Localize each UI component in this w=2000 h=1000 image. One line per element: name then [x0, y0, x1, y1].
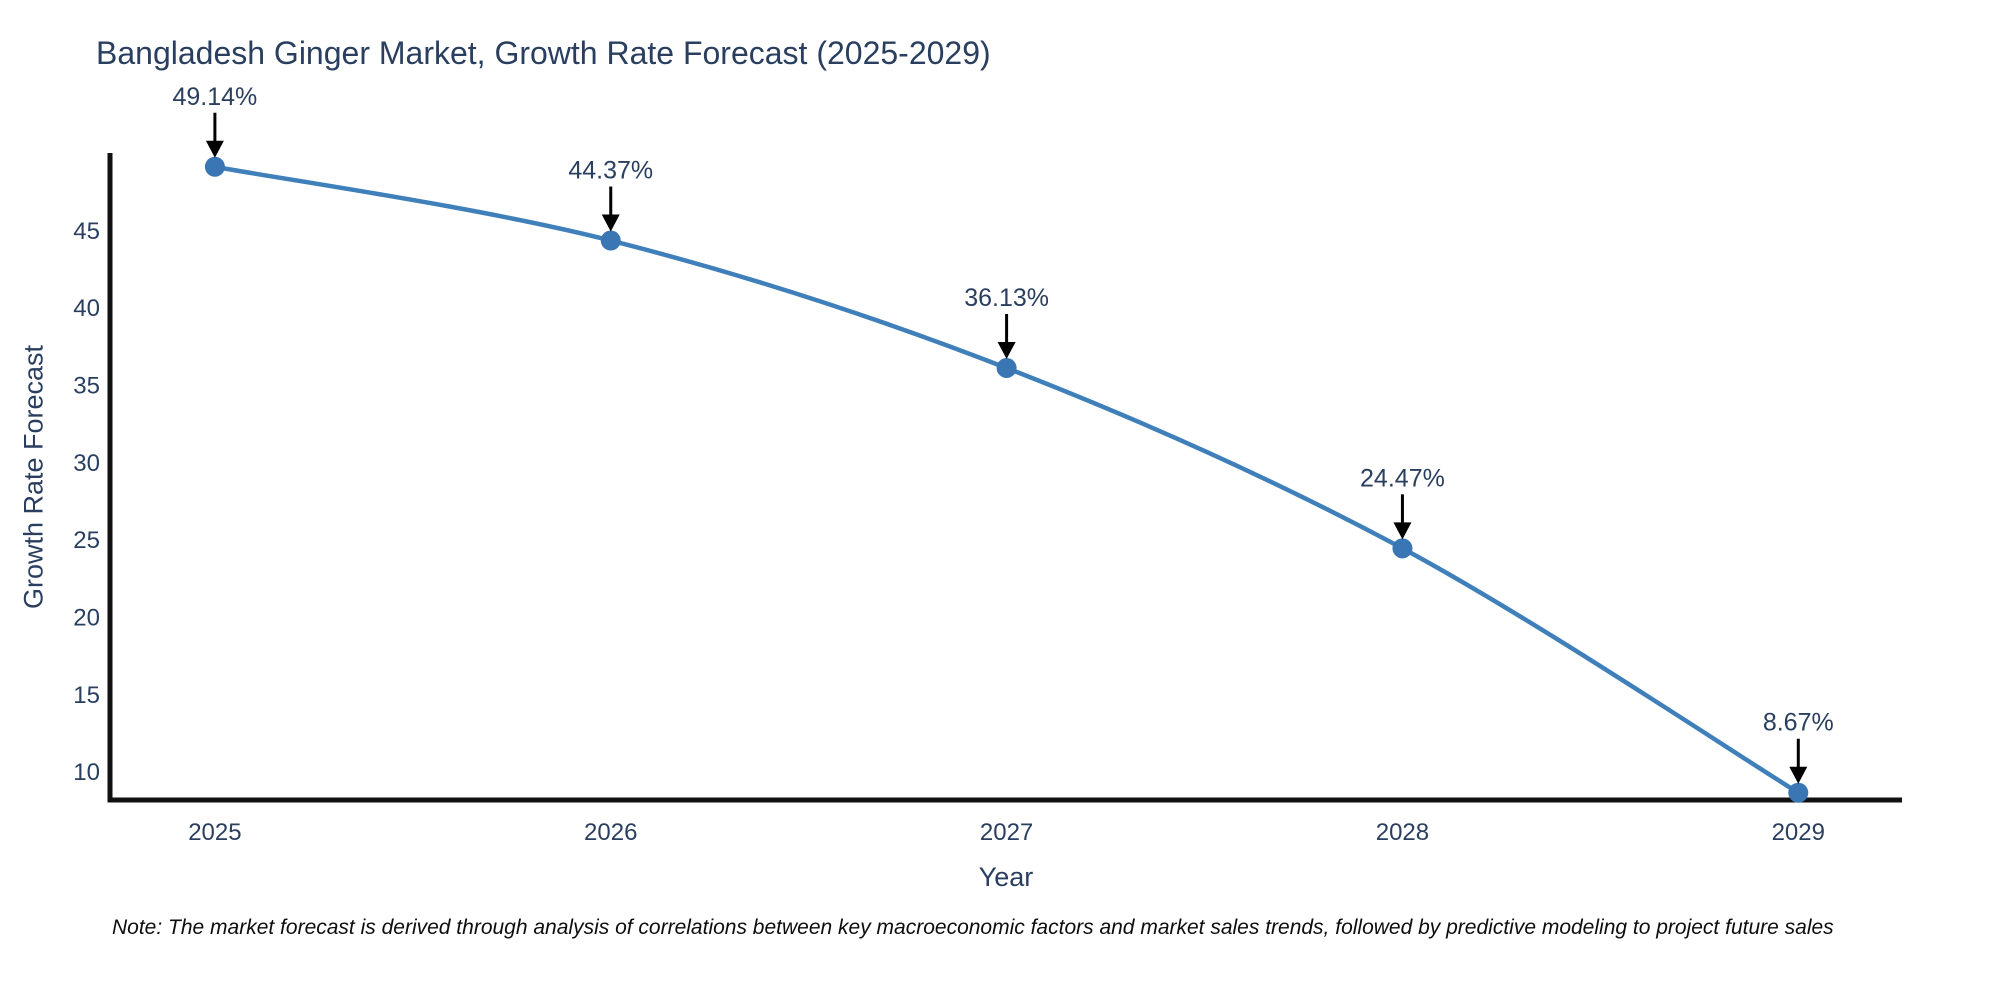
y-tick-label: 25 [73, 527, 100, 554]
series-line [212, 164, 1801, 795]
annotation-label: 8.67% [1763, 709, 1834, 737]
y-tick-label: 35 [73, 372, 100, 399]
annotation-arrow-head [1393, 522, 1412, 540]
annotation-label: 44.37% [568, 157, 653, 185]
data-point[interactable] [600, 230, 621, 251]
y-tick-label: 15 [73, 682, 100, 709]
annotation-label: 36.13% [964, 284, 1049, 312]
annotation-arrow-head [205, 140, 224, 158]
annotation-label: 49.14% [173, 83, 258, 111]
y-tick-label: 30 [73, 450, 100, 477]
data-point[interactable] [204, 156, 225, 177]
y-tick-label: 20 [73, 604, 100, 631]
data-point[interactable] [1788, 782, 1809, 803]
chart-title: Bangladesh Ginger Market, Growth Rate Fo… [96, 35, 991, 71]
annotation-arrow-head [601, 214, 620, 232]
y-tick-label: 45 [73, 218, 100, 245]
x-tick-label: 2029 [1772, 819, 1825, 846]
x-tick-label: 2027 [980, 819, 1033, 846]
data-point[interactable] [1392, 538, 1413, 559]
annotation-arrow-head [1789, 766, 1808, 784]
annotation-label: 24.47% [1360, 464, 1445, 492]
x-tick-label: 2026 [584, 819, 637, 846]
annotation-arrow-head [997, 341, 1016, 359]
y-tick-label: 40 [73, 295, 100, 322]
data-point[interactable] [996, 357, 1017, 378]
footnote: Note: The market forecast is derived thr… [112, 916, 1834, 939]
y-tick-label: 10 [73, 759, 100, 786]
x-axis-title: Year [978, 862, 1034, 892]
x-tick-label: 2025 [188, 819, 241, 846]
x-tick-label: 2028 [1376, 819, 1429, 846]
